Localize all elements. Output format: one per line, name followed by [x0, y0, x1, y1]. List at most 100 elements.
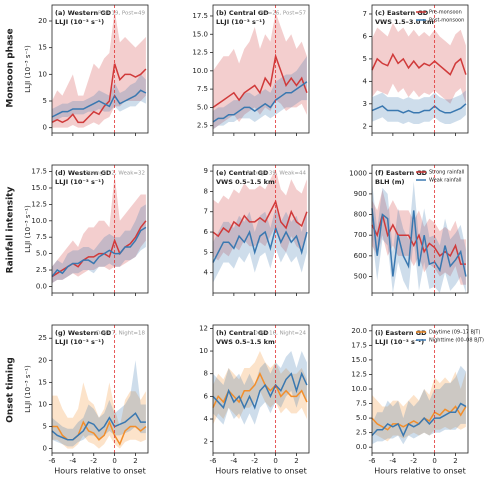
series-line	[51, 63, 147, 124]
y-tick-label: 2.5	[197, 122, 208, 130]
y-tick-label: 12.5	[192, 49, 208, 57]
y-tick-label: 17.5	[31, 168, 47, 176]
y-tick-label: 15	[38, 44, 47, 52]
x-tick-label: -2	[90, 457, 97, 465]
y-axis-label: LLJI (10⁻³ s⁻¹)	[24, 45, 32, 93]
x-tick-label: -2	[410, 457, 417, 465]
panel-variable: LLJI (10⁻³ s⁻¹)	[55, 18, 104, 26]
panel-variable: VWS 1.5–3.0 km	[375, 18, 434, 26]
y-tick-label: 12.5	[31, 200, 47, 208]
y-tick-label: 7	[204, 208, 208, 216]
series-line	[51, 226, 147, 278]
y-tick-label: 7.5	[197, 85, 208, 93]
y-tick-label: 7.5	[36, 233, 47, 241]
panel-title: (h) Central GD	[216, 329, 269, 337]
y-tick-label: 15	[38, 378, 47, 386]
sample-size: Day=7, Night=18	[96, 331, 145, 337]
y-tick-label: 17.5	[351, 341, 367, 349]
y-tick-label: 2	[204, 438, 208, 446]
y-tick-label: 0	[43, 124, 47, 132]
sample-size: Day=16, Night=24	[254, 331, 307, 337]
y-tick-label: 500	[354, 272, 367, 280]
band	[52, 10, 146, 128]
y-tick-label: 5.0	[36, 250, 47, 258]
panel-title: (i) Eastern GD	[375, 329, 427, 337]
x-tick-label: 2	[133, 457, 137, 465]
legend-label: Nighttime (00–08 BJT)	[429, 338, 484, 344]
panel-variable: VWS 0.5–1.5 km	[216, 178, 275, 186]
panel-variable: LLJI (10⁻³ s⁻¹)	[216, 18, 265, 26]
series-line	[51, 89, 147, 118]
plot-frame	[371, 164, 469, 294]
y-tick-label: 0.0	[356, 443, 367, 451]
band	[213, 207, 307, 283]
y-tick-label: 10.0	[351, 385, 367, 393]
sample-size: Strong=32, Weak=32	[85, 171, 145, 177]
band	[52, 382, 146, 449]
y-tick-label: 10	[38, 400, 47, 408]
series-line	[371, 52, 467, 76]
band	[213, 12, 307, 130]
sample-size: Pre=26, Post=57	[259, 11, 306, 17]
y-tick-label: 20.0	[351, 327, 367, 335]
row-label: Monsoon phase	[6, 28, 16, 107]
x-tick-label: 0	[112, 457, 116, 465]
panel-title: (d) Western GD	[55, 169, 112, 177]
y-tick-label: 25	[38, 334, 47, 342]
y-tick-label: 10.0	[192, 67, 208, 75]
x-tick-label: -6	[49, 457, 57, 465]
y-tick-label: 4	[204, 269, 209, 277]
panel-variable: LLJI (10⁻³ s⁻¹)	[55, 338, 104, 346]
plot-frame	[212, 164, 310, 294]
y-tick-label: 900	[354, 190, 367, 198]
band	[213, 351, 307, 425]
band	[52, 74, 146, 123]
y-tick-label: 4	[204, 415, 209, 423]
series-line	[371, 208, 467, 277]
plot-frame	[212, 324, 310, 454]
panel-title: (b) Central GD	[216, 9, 269, 17]
x-axis-label: Hours relative to onset	[215, 467, 306, 476]
y-tick-label: 700	[354, 231, 367, 239]
y-tick-label: 0	[43, 445, 47, 453]
y-tick-label: 600	[354, 252, 367, 260]
y-tick-label: 7.5	[356, 400, 367, 408]
y-tick-label: 8	[204, 370, 208, 378]
y-tick-label: 15.0	[351, 356, 367, 364]
y-tick-label: 20	[38, 17, 47, 25]
y-tick-label: 20	[38, 356, 47, 364]
series-line	[212, 199, 308, 238]
panel-title: (c) Eastern GD	[375, 9, 429, 17]
band	[52, 360, 146, 447]
band	[52, 174, 146, 284]
plot-frame	[51, 4, 149, 134]
panel-variable: BLH (m)	[375, 178, 405, 186]
series-line	[371, 103, 467, 114]
x-tick-label: 2	[294, 457, 298, 465]
y-tick-label: 8	[204, 187, 208, 195]
series-line	[212, 371, 308, 410]
y-axis-label: LLJI (10⁻³ s⁻¹)	[24, 205, 32, 253]
y-tick-label: 6	[363, 32, 368, 40]
y-tick-label: 5	[363, 55, 367, 63]
y-tick-label: 3	[363, 100, 367, 108]
band	[372, 90, 466, 125]
series-line	[51, 412, 146, 441]
legend-label: Post-monsoon	[429, 18, 464, 24]
panel-title: (e) Central GD	[216, 169, 269, 177]
x-tick-label: 0	[273, 457, 277, 465]
band	[372, 181, 466, 293]
x-tick-label: -4	[230, 457, 238, 465]
y-tick-label: 15.0	[31, 184, 47, 192]
y-tick-label: 2.5	[356, 429, 367, 437]
y-tick-label: 5	[43, 97, 47, 105]
y-tick-label: 4	[363, 77, 368, 85]
x-tick-label: -4	[389, 457, 397, 465]
y-tick-label: 2.5	[36, 266, 47, 274]
x-tick-label: -2	[251, 457, 258, 465]
band	[372, 365, 466, 445]
plot-frame	[371, 4, 469, 134]
y-tick-label: 800	[354, 211, 367, 219]
y-tick-label: 2	[363, 122, 367, 130]
